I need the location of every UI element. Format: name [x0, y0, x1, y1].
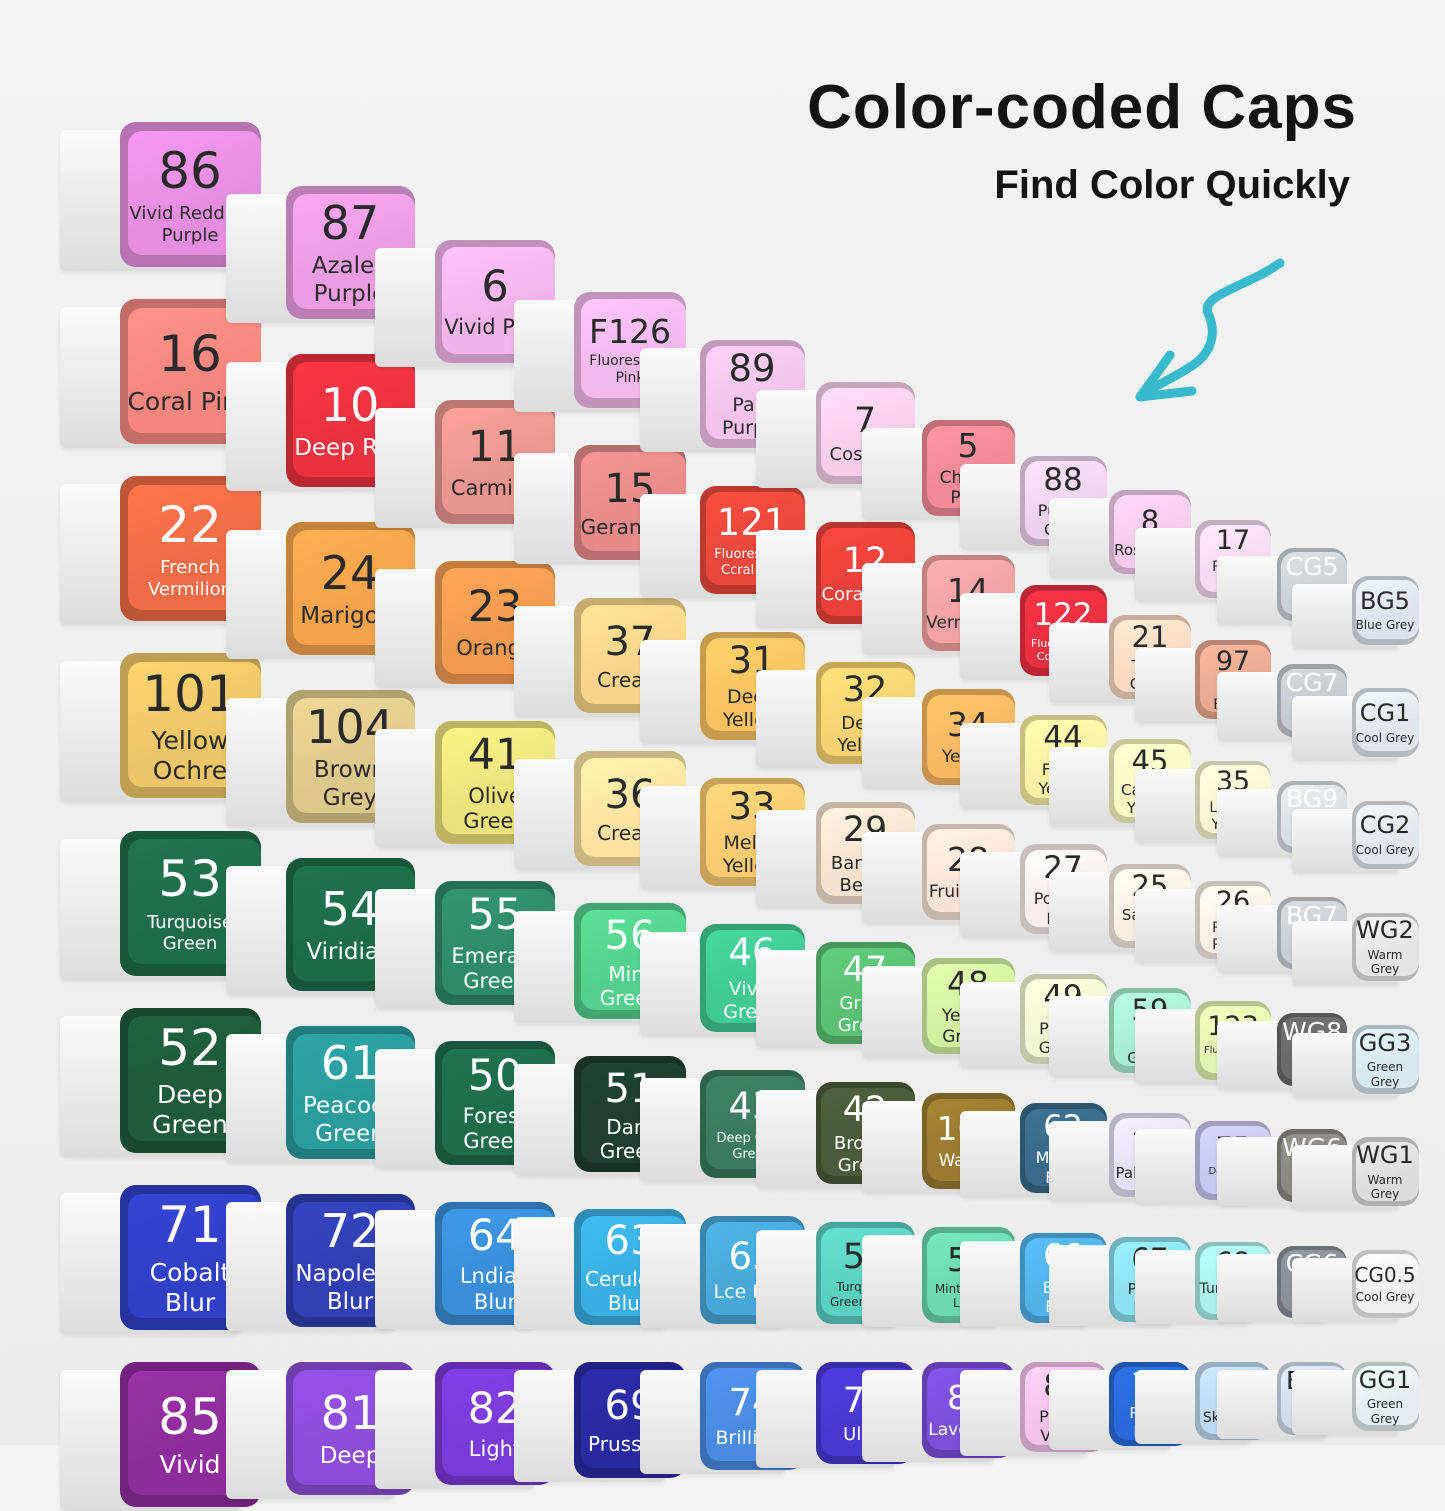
cap-number: CG5 — [1285, 551, 1339, 581]
cap-number: 16 — [158, 325, 222, 384]
cap-color-name: Yellow Ochre — [151, 726, 229, 786]
cap-number: CG7 — [1285, 668, 1339, 698]
cap-color-name: Deep Green — [152, 1080, 228, 1140]
cap-number: WG2 — [1356, 916, 1414, 945]
cap-number: 24 — [320, 545, 380, 600]
cap-number: GG1 — [1358, 1365, 1412, 1394]
cap-number: 64 — [467, 1211, 523, 1262]
cap-number: 10 — [320, 377, 380, 432]
cap-number: 23 — [467, 582, 523, 633]
cap-color-name: Cobalt Blur — [149, 1257, 231, 1317]
cap-number: 82 — [467, 1383, 523, 1434]
marker-cap[interactable]: WG2 Warm Grey — [1351, 912, 1419, 982]
marker-cap[interactable]: BG5 Blue Grey — [1351, 576, 1419, 645]
cap-number: 53 — [158, 850, 222, 909]
cap-number: 5 — [957, 426, 979, 466]
cap-color-name: Vivid Reddish Purple — [129, 203, 251, 246]
cap-color-name: Cool Grey — [1355, 730, 1415, 745]
cap-face — [1355, 804, 1419, 864]
cap-number: 6 — [481, 261, 509, 312]
marker-cap[interactable]: CG1 Cool Grey — [1351, 688, 1419, 757]
cap-face — [1355, 1366, 1419, 1426]
marker-cap[interactable]: GG3 Green Grey — [1351, 1025, 1419, 1094]
cap-color-name: Blue Grey — [1355, 618, 1415, 633]
cap-face — [1355, 916, 1419, 976]
marker-cap[interactable]: CG0.5 Cool Grey — [1351, 1249, 1419, 1319]
cap-number: 88 — [1043, 461, 1083, 498]
cap-number: 89 — [728, 347, 776, 391]
cap-number: F126 — [589, 311, 671, 351]
cap-color-name: Warm Grey — [1367, 1172, 1403, 1202]
cap-number: 22 — [158, 495, 222, 554]
cap-number: 54 — [320, 881, 380, 936]
cap-number: 41 — [467, 730, 523, 781]
cap-number: GG3 — [1358, 1028, 1412, 1057]
cap-number: 61 — [320, 1036, 380, 1091]
cap-number: 55 — [467, 890, 523, 941]
cap-number: 81 — [320, 1385, 380, 1440]
cap-color-name: Warm Grey — [1367, 948, 1403, 977]
cap-color-name: Green Grey — [1366, 1060, 1404, 1089]
cap-face — [1355, 692, 1419, 752]
cap-number: 17 — [1215, 525, 1251, 557]
cap-number: 87 — [320, 196, 380, 251]
cap-number: 52 — [158, 1018, 222, 1077]
headline: Color-coded Caps — [807, 73, 1357, 142]
cap-number: 101 — [142, 664, 238, 723]
cap-number: 71 — [158, 1196, 222, 1255]
cap-color-name: French Vermilion — [147, 557, 233, 601]
cap-number: 50 — [467, 1050, 523, 1101]
cap-color-name: Cool Grey — [1355, 842, 1415, 857]
cap-number: CG2 — [1359, 811, 1411, 840]
curved-arrow-icon — [1135, 258, 1285, 402]
cap-color-name: Azalea Purple — [311, 252, 389, 307]
cap-face — [1355, 1253, 1419, 1313]
cap-number: 11 — [467, 422, 523, 473]
marker-cap[interactable]: WG1 Warm Grey — [1351, 1137, 1419, 1207]
marker-caps-board: 86 Vivid Reddish Purple 16 Coral Pink 22 Fren… — [59, 122, 1419, 1511]
cap-face — [1355, 1141, 1419, 1201]
cap-number: BG9 — [1286, 784, 1338, 814]
cap-color-name: Green Grey — [1366, 1397, 1404, 1426]
cap-number: 97 — [1215, 645, 1251, 677]
cap-number: 86 — [158, 141, 222, 200]
marker-cap[interactable]: GG1 Green Grey — [1351, 1362, 1419, 1431]
marker-cap[interactable]: 6 Vivid Pink — [435, 240, 555, 364]
marker-cap[interactable]: CG2 Cool Grey — [1351, 800, 1419, 870]
cap-face — [1355, 580, 1419, 640]
cap-number: 21 — [1131, 619, 1169, 654]
cap-face — [1355, 1029, 1419, 1089]
cap-number: CG0.5 — [1354, 1262, 1416, 1287]
cap-number: CG1 — [1359, 699, 1411, 728]
cap-number: 85 — [158, 1388, 222, 1447]
cap-color-name: Brown Grey — [313, 756, 387, 811]
cap-color-name: Cool Grey — [1355, 1289, 1415, 1304]
cap-number: WG1 — [1356, 1141, 1414, 1170]
cap-number: 72 — [320, 1204, 380, 1259]
cap-number: BG5 — [1360, 586, 1410, 615]
cap-color-name: Turquoise Green — [146, 911, 234, 955]
subheadline: Find Color Quickly — [994, 163, 1350, 207]
